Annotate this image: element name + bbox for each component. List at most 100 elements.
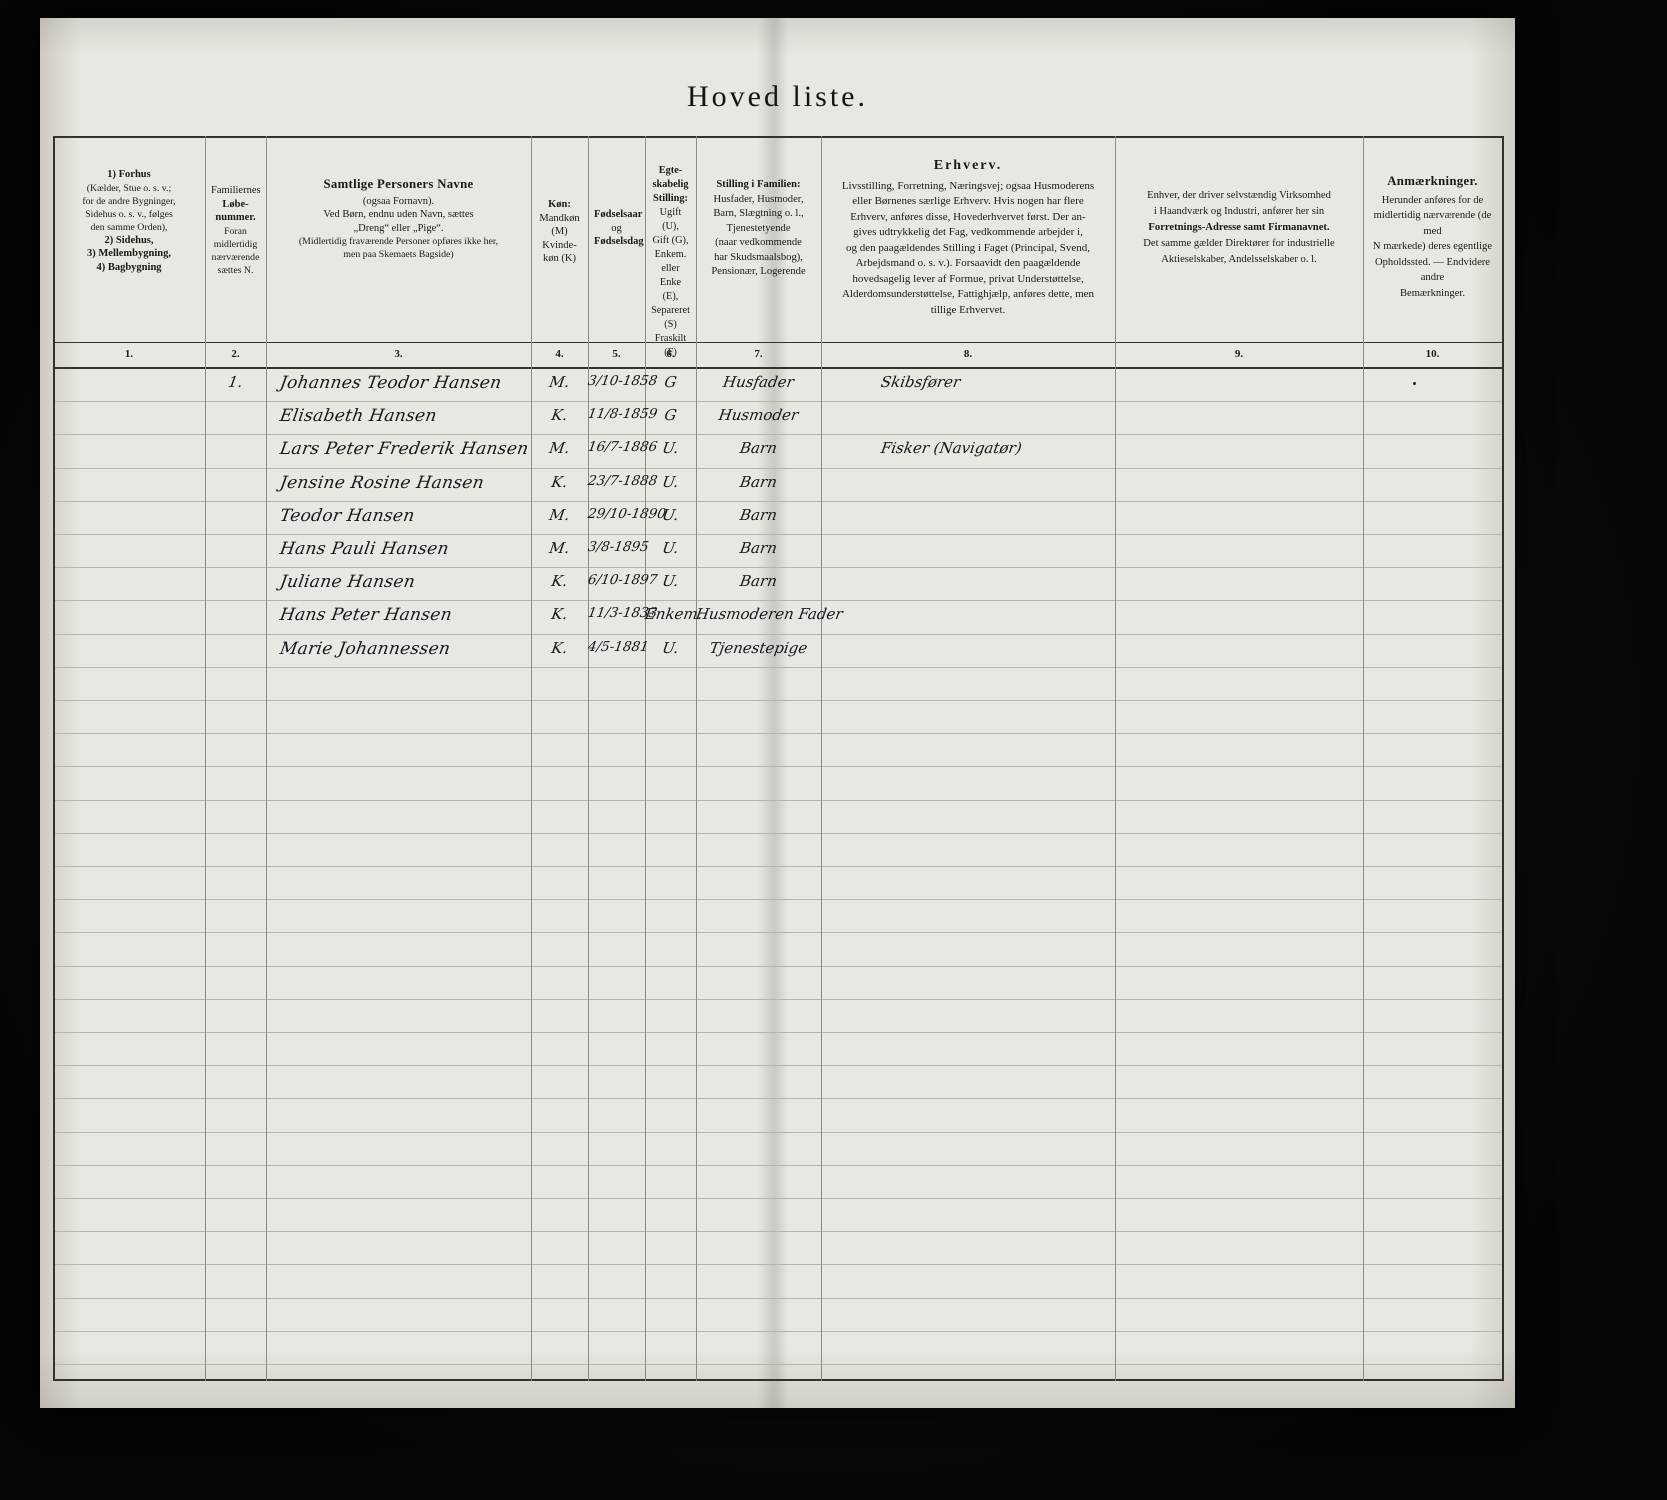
col-divider-7 [821,136,822,1381]
column-header-line: Tjenestetyende [726,222,791,234]
col-divider-5 [645,136,646,1381]
column-header-line: 4) Bagbygning [96,261,162,273]
cell-kon: M. [547,373,571,391]
column-header-line: (ogsaa Fornavn). [362,195,435,207]
column-header-kon: Køn: Mandkøn (M) Kvinde-køn (K) [537,198,582,266]
column-header-line: Køn: [548,199,571,210]
row-guide-13 [53,799,1502,801]
cell-egteskabelig: U. [661,539,680,557]
column-header-line: (naar vedkommende [715,237,802,248]
column-header-line: skabelig [652,179,689,190]
cell-erhverv: Skibsfører [879,373,962,391]
cell-egteskabelig: G [663,406,678,425]
census-table: 1) Forhus (Kælder, Stue o. s. v.; for de a… [53,136,1504,1381]
column-header-line: (M) [551,226,568,237]
column-header-line: Familiernes [211,185,261,196]
cell-kon: K. [550,605,569,624]
row-guide-16 [53,899,1502,901]
column-header-line: Egte- [658,165,683,176]
column-header-lobenummer: Familiernes Løbe-nummer. Foran midlertidig n… [211,184,261,277]
column-header-line: Herunder anføres for de [1381,194,1484,206]
column-header-erhverv: Erhverv. Livsstilling, Forretning, Næring… [827,158,1109,318]
row-guide-8 [53,633,1502,635]
row-guide-17 [53,932,1502,934]
cell-kon: M. [547,539,571,557]
table-hrule-1 [53,342,1502,343]
row-guide-12 [53,766,1502,768]
column-header-line: N mærkede) deres egentlige [1372,241,1493,252]
column-header-forretningsadresse: Enhver, der driver selvstændig Virksomhe… [1121,188,1357,268]
column-header-line: Samtlige Personers Navne [323,177,474,191]
cell-fodselsdag: 6/10-1897 [586,572,659,589]
column-header-line: eller Børnenes særlige Erhverv. Hvis nog… [852,195,1084,207]
column-header-line: (S) [664,319,677,330]
column-header-line: „Dreng“ eller „Pige“. [353,222,444,234]
cell-navn: Marie Johannessen [278,638,452,659]
column-header-line: Ugift (U), [659,207,682,232]
page-title: Hoved liste. [687,80,868,113]
column-number-1: 1. [124,348,134,360]
column-header-line: Fraskilt (F) [654,333,687,358]
column-header-line: Ved Børn, endnu uden Navn, sættes [323,209,474,220]
column-header-line: Pensionær, Logerende [711,266,806,277]
col-divider-10 [1502,136,1504,1381]
column-header-line: sættes N. [217,264,254,276]
column-header-line: Forretnings-Adresse samt Firmanavnet. [1148,222,1330,233]
column-header-line: hovedsagelig lever af Formue, privat Und… [852,272,1084,285]
cell-navn: Lars Peter Frederik Hansen [278,439,531,460]
cell-stilling_i_familien: Barn [738,505,779,524]
column-number-7: 7. [754,348,763,360]
row-guide-5 [53,534,1502,535]
col-divider-8 [1115,136,1116,1381]
column-number-10: 10. [1425,348,1440,360]
column-header-line: Løbe- [222,198,249,210]
column-header-line: den samme Orden), [90,221,168,233]
cell-stilling_i_familien: Husfader [721,373,796,391]
column-header-line: Foran [224,225,247,237]
column-header-line: nummer. [215,212,256,223]
cell-navn: Jensine Rosine Hansen [278,472,486,493]
row-guide-14 [53,832,1502,834]
cell-fodselsdag: 4/5-1881 [586,638,650,655]
row-guide-29 [53,1330,1502,1332]
column-header-navne: Samtlige Personers Navne (ogsaa Fornavn).… [272,177,525,261]
column-header-line: Separeret [651,305,690,316]
column-header-line: midlertidig [213,238,258,250]
column-header-line: Livsstilling, Forretning, Næringsvej; og… [841,179,1095,192]
row-guide-25 [53,1198,1502,1199]
col-divider-2 [266,136,267,1381]
cell-fodselsdag: 11/3-1833 [586,605,659,622]
row-guide-27 [53,1264,1502,1266]
cell-stilling_i_familien: Tjenestepige [708,638,809,657]
column-header-line: (Kælder, Stue o. s. v.; [86,182,172,194]
col-divider-6 [696,136,697,1381]
column-header-stilling-i-familien: Stilling i Familien: Husfader, Husmoder, B… [702,178,815,280]
cell-stilling_i_familien: Husmoder [717,406,800,425]
column-header-anmaerkninger: Anmærkninger. Herunder anføres for de midl… [1369,174,1496,301]
cell-navn: Hans Peter Hansen [278,605,454,626]
col-divider-3 [531,136,532,1381]
row-guide-26 [53,1231,1502,1233]
cell-stilling_i_familien: Barn [738,472,779,491]
row-guide-6 [53,567,1502,569]
column-header-line: 1) Forhus [107,169,151,180]
column-header-egteskabelig-stilling: Egte-skabelig Stilling: Ugift (U), Gift (G)… [651,164,690,360]
column-header-line: Barn, Slægtning o. l., [713,208,804,219]
cell-kon: M. [547,505,571,524]
column-header-line: gives udtrykkelig det Fag, vedkommende a… [853,226,1083,238]
column-header-line: i Haandværk og Industri, anfører her sin [1153,206,1325,217]
row-guide-9 [53,666,1502,668]
column-header-line: nærværende [211,251,260,263]
column-number-8: 8. [963,348,973,360]
row-guide-2 [53,434,1502,436]
column-header-line: Stilling: [653,193,688,204]
row-guide-7 [53,600,1502,602]
column-header-line: Stilling i Familien: [716,179,801,190]
table-bottom-rule [53,1379,1502,1381]
cell-kon: M. [547,439,571,458]
ink-mark [1413,382,1416,385]
row-guide-23 [53,1131,1502,1133]
row-guide-28 [53,1297,1502,1299]
column-header-fodselsdato: Fødselsaar og Fødselsdag [594,208,644,249]
